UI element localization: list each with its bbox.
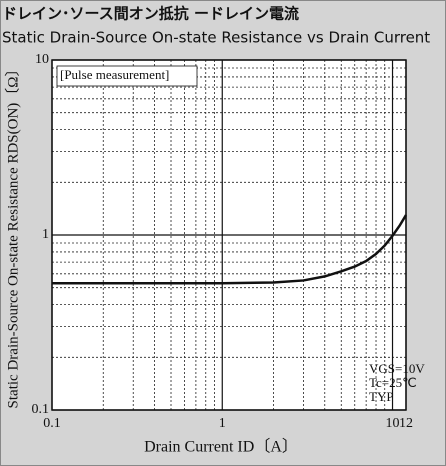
- chart-title: ドレイン･ソース間オン抵抗 ードレイン電流: [2, 5, 299, 23]
- x-tick-label: 10: [386, 416, 400, 431]
- data-line: [52, 214, 408, 285]
- y-tick-label: 1: [42, 227, 49, 242]
- x-tick-label: 1: [219, 416, 226, 431]
- annotation-box: [56, 65, 198, 87]
- x-tick-label: 0.1: [43, 416, 61, 431]
- annotation: Tc=25℃: [369, 375, 417, 390]
- annotation: TYP: [369, 389, 394, 404]
- y-tick-label: 10: [35, 52, 49, 67]
- annotation: [Pulse measurement]: [60, 67, 169, 82]
- plot-frame: [51, 59, 407, 411]
- x-axis-label: Drain Current ID〔A〕: [144, 438, 298, 456]
- annotation: VGS=10V: [369, 361, 425, 376]
- x-tick-label: 12: [399, 416, 413, 431]
- y-tick-label: 0.1: [32, 402, 50, 417]
- y-axis-label: Static Drain-Source On-state Resistance …: [4, 62, 21, 409]
- chart-subtitle: Static Drain-Source On-state Resistance …: [2, 29, 430, 47]
